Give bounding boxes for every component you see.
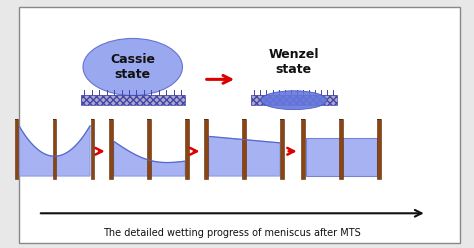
Bar [15,119,18,120]
Polygon shape [19,126,90,176]
Bar [53,119,56,179]
Bar [204,119,208,120]
FancyBboxPatch shape [19,7,460,243]
Bar [53,119,56,120]
Bar [242,119,246,179]
Text: The detailed wetting progress of meniscus after MTS: The detailed wetting progress of meniscu… [103,228,361,238]
Bar [339,119,343,120]
Polygon shape [209,136,280,176]
Bar [185,119,189,120]
Bar [280,119,284,120]
Ellipse shape [261,91,327,110]
Bar [377,119,381,179]
Bar [91,119,94,120]
Bar [81,95,185,105]
Bar [204,119,208,179]
Bar [301,119,305,179]
Bar [251,95,337,105]
Bar [91,119,94,179]
Bar [15,119,18,179]
Ellipse shape [83,38,182,95]
Text: Cassie
state: Cassie state [110,53,155,81]
Bar [147,119,151,179]
Bar [81,95,185,105]
Bar [109,119,113,179]
Bar [377,119,381,120]
Bar [109,119,113,120]
Bar [185,119,189,179]
Bar [242,119,246,120]
Bar [306,138,377,176]
Polygon shape [114,141,185,176]
Bar [251,95,337,105]
Text: Wenzel
state: Wenzel state [269,48,319,76]
Bar [339,119,343,179]
Bar [280,119,284,179]
Bar [301,119,305,120]
Bar [147,119,151,120]
